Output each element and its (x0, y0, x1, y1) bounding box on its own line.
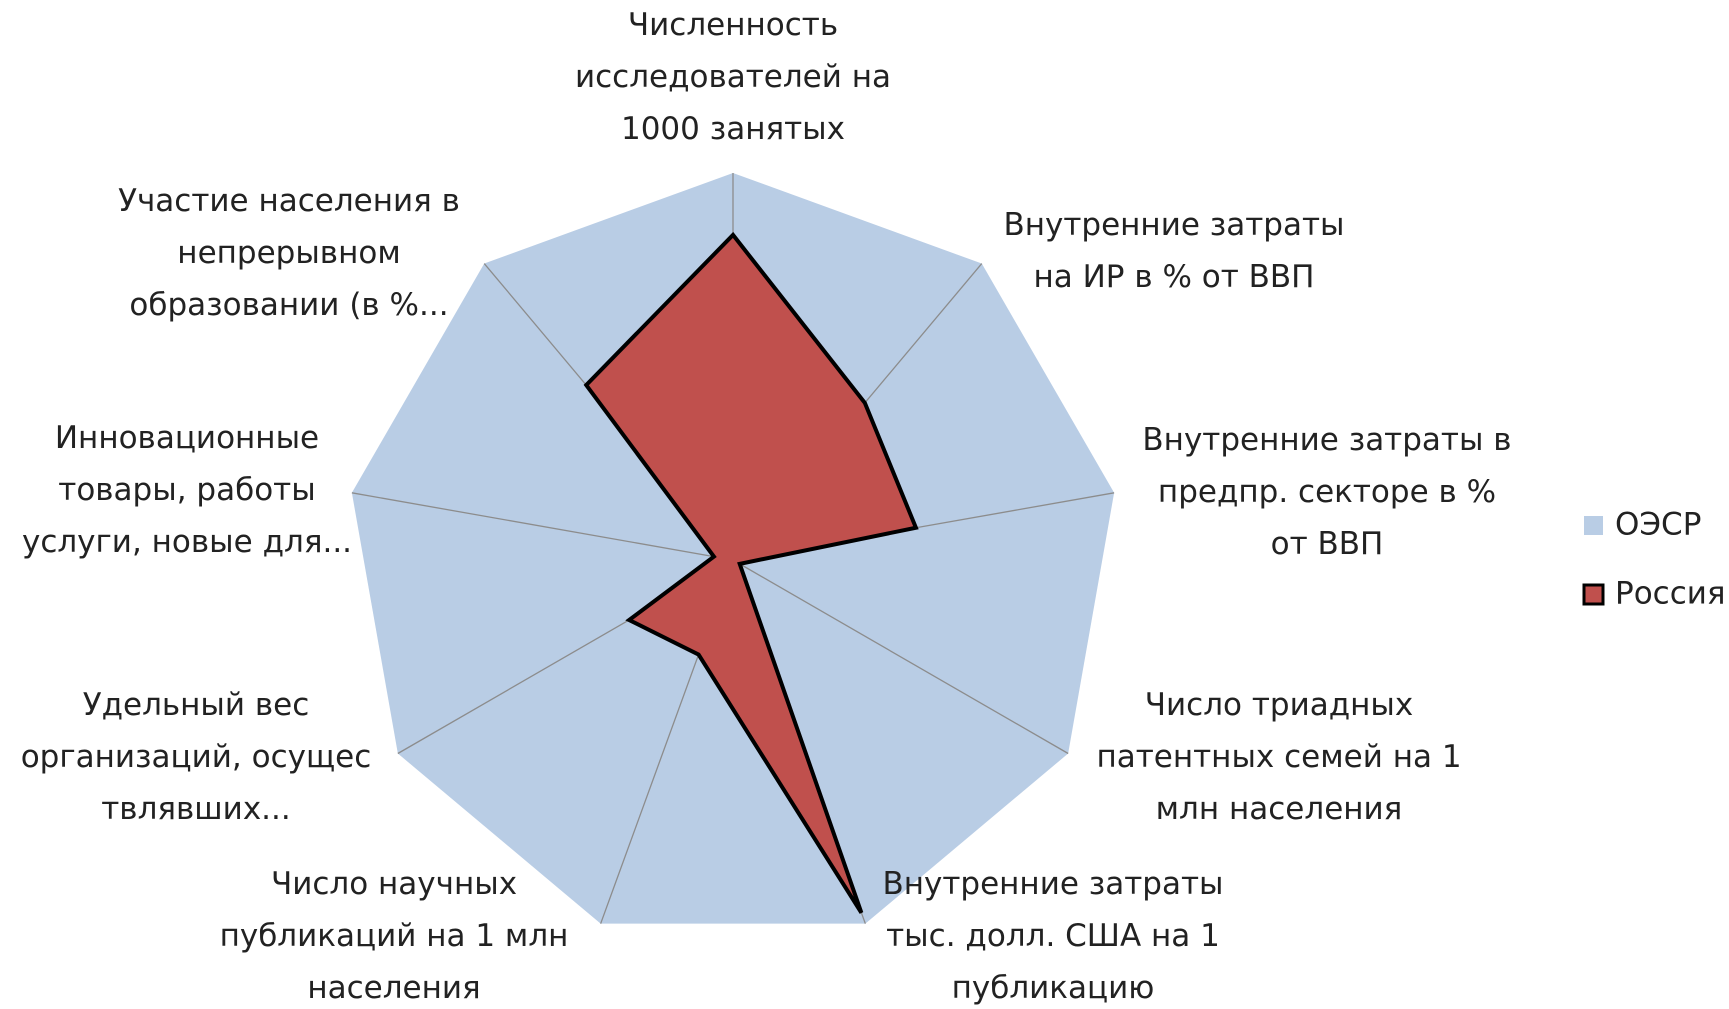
category-label: Число научных публикаций на 1 млн населени… (220, 866, 569, 1006)
legend-label: Россия (1615, 576, 1726, 612)
category-label: Численность исследователей на 1000 занятых (575, 7, 891, 147)
series-area (583, 231, 919, 914)
category-label: Участие населения в непрерывном образовани… (118, 183, 460, 323)
legend-swatch (1582, 583, 1605, 606)
category-label: Инновационные товары, работы услуги, новые… (22, 420, 352, 560)
legend-swatch (1584, 516, 1603, 535)
legend-label: ОЭСР (1615, 507, 1701, 543)
category-label: Внутренние затраты в предпр. секторе в % о… (1142, 422, 1511, 562)
spoke (351, 492, 734, 561)
category-label: Внутренние затраты тыс. долл. США на 1 пуб… (882, 866, 1223, 1006)
spoke (732, 559, 1069, 755)
category-label: Внутренние затраты на ИР в % от ВВП (1003, 207, 1344, 295)
category-label: Число триадных патентных семей на 1 млн на… (1096, 687, 1461, 827)
category-label: Удельный вес организаций, осущес твлявших.… (21, 687, 372, 827)
